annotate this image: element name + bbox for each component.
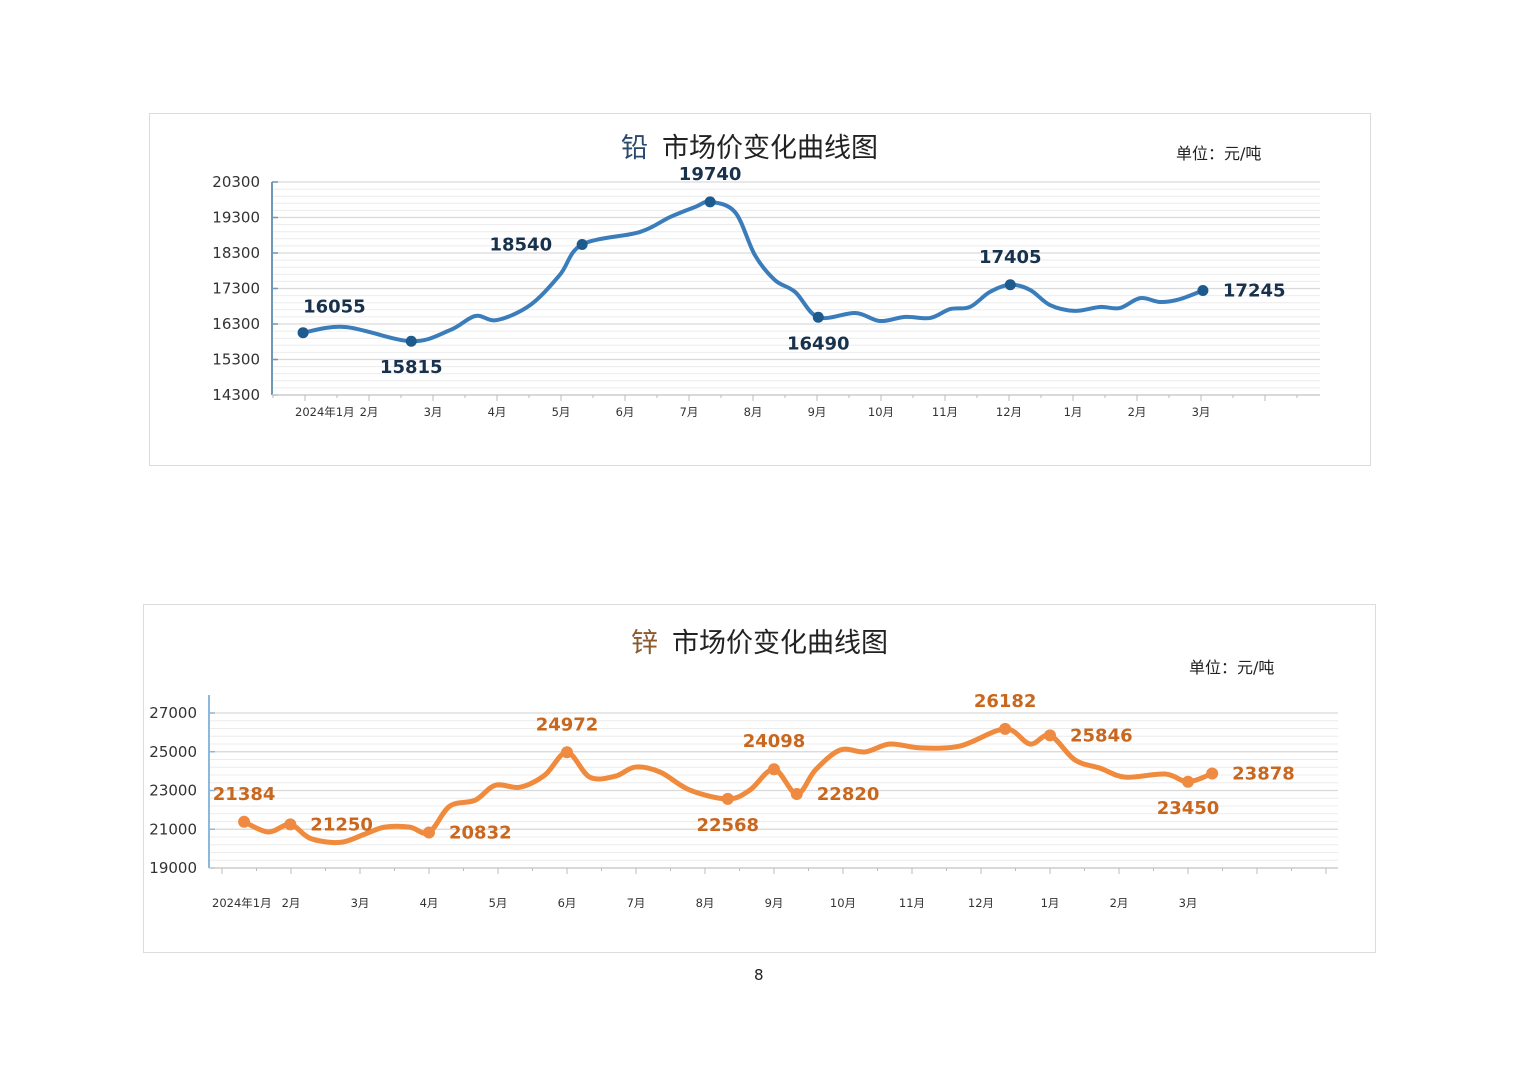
data-point-marker <box>1004 279 1016 291</box>
x-tick-label: 2月 <box>1110 896 1129 910</box>
zinc-chart-title: 锌市场价变化曲线图 <box>631 621 888 660</box>
x-tick-label: 5月 <box>489 896 508 910</box>
data-label: 24098 <box>743 731 806 752</box>
x-tick-label: 6月 <box>558 896 577 910</box>
y-tick-label: 16300 <box>212 315 260 333</box>
x-tick-label: 12月 <box>996 405 1022 419</box>
y-tick-label: 17300 <box>212 280 260 298</box>
x-tick-label: 8月 <box>696 896 715 910</box>
data-label: 21384 <box>213 784 276 805</box>
price-line <box>241 726 1215 846</box>
y-tick-label: 15300 <box>212 351 260 369</box>
data-point-marker <box>405 335 417 347</box>
data-point-marker <box>576 238 588 250</box>
x-tick-label: 6月 <box>616 405 635 419</box>
page-number: 8 <box>754 966 764 984</box>
lead-chart-frame <box>149 113 1371 466</box>
zinc-unit-label: 单位：元/吨 <box>1189 658 1275 677</box>
x-tick-label: 4月 <box>420 896 439 910</box>
data-point-marker <box>423 826 435 839</box>
y-tick-label: 25000 <box>149 743 197 761</box>
x-tick-label: 2月 <box>360 405 379 419</box>
x-tick-label: 1月 <box>1064 405 1083 419</box>
lead-chart-title: 铅市场价变化曲线图 <box>621 126 878 165</box>
data-label: 24972 <box>536 714 599 735</box>
y-tick-label: 21000 <box>149 820 197 838</box>
x-tick-label: 9月 <box>808 405 827 419</box>
x-tick-label: 7月 <box>680 405 699 419</box>
data-label: 25846 <box>1070 725 1133 746</box>
x-tick-label: 2024年1月 <box>212 896 272 910</box>
y-tick-label: 19300 <box>212 209 260 227</box>
data-point-marker <box>999 722 1012 735</box>
x-tick-label: 11月 <box>932 405 958 419</box>
x-tick-label: 3月 <box>351 896 370 910</box>
data-label: 16490 <box>787 333 850 354</box>
data-point-marker <box>1044 729 1056 742</box>
lead-title-text: 市场价变化曲线图 <box>662 133 878 164</box>
data-label: 16055 <box>303 297 366 318</box>
data-label: 26182 <box>974 691 1037 712</box>
y-tick-label: 23000 <box>149 782 197 800</box>
y-tick-label: 19000 <box>149 859 197 877</box>
data-point-marker <box>704 196 716 208</box>
data-label: 23450 <box>1157 798 1220 819</box>
data-point-marker <box>238 815 251 828</box>
data-label: 22820 <box>817 784 880 805</box>
data-point-marker <box>768 763 780 776</box>
x-tick-label: 2月 <box>1128 405 1147 419</box>
x-tick-label: 10月 <box>830 896 856 910</box>
data-point-marker <box>1182 775 1194 788</box>
lead-title-metal: 铅 <box>621 133 648 164</box>
data-point-marker <box>721 792 734 805</box>
x-tick-label: 3月 <box>1192 405 1211 419</box>
data-point-marker <box>1206 767 1219 780</box>
x-tick-label: 9月 <box>765 896 784 910</box>
y-tick-label: 27000 <box>149 704 197 722</box>
data-label: 23878 <box>1232 763 1295 784</box>
x-tick-label: 11月 <box>899 896 925 910</box>
data-point-marker <box>297 327 309 339</box>
data-label: 15815 <box>380 357 443 378</box>
x-tick-label: 1月 <box>1041 896 1060 910</box>
zinc-title-metal: 锌 <box>631 628 658 659</box>
lead-unit-label: 单位：元/吨 <box>1176 144 1262 163</box>
y-tick-label: 18300 <box>212 244 260 262</box>
x-tick-label: 12月 <box>968 896 994 910</box>
data-label: 20832 <box>449 823 512 844</box>
data-label: 21250 <box>310 814 373 835</box>
x-tick-label: 10月 <box>868 405 894 419</box>
x-tick-label: 3月 <box>424 405 443 419</box>
data-point-marker <box>284 818 297 831</box>
data-point-marker <box>1197 284 1209 296</box>
x-tick-label: 4月 <box>488 405 507 419</box>
y-tick-label: 14300 <box>212 386 260 404</box>
zinc-title-text: 市场价变化曲线图 <box>672 628 888 659</box>
x-tick-label: 5月 <box>552 405 571 419</box>
data-point-marker <box>561 746 573 759</box>
data-label: 17405 <box>979 247 1042 268</box>
data-label: 22568 <box>696 815 759 836</box>
data-label: 18540 <box>489 234 552 255</box>
data-label: 19740 <box>679 164 742 185</box>
data-point-marker <box>790 787 803 800</box>
x-tick-label: 2024年1月 <box>295 405 355 419</box>
x-tick-label: 8月 <box>744 405 763 419</box>
x-tick-label: 7月 <box>627 896 646 910</box>
y-tick-label: 20300 <box>212 173 260 191</box>
data-label: 17245 <box>1223 280 1286 301</box>
x-tick-label: 2月 <box>282 896 301 910</box>
x-tick-label: 3月 <box>1179 896 1198 910</box>
data-point-marker <box>812 311 824 323</box>
